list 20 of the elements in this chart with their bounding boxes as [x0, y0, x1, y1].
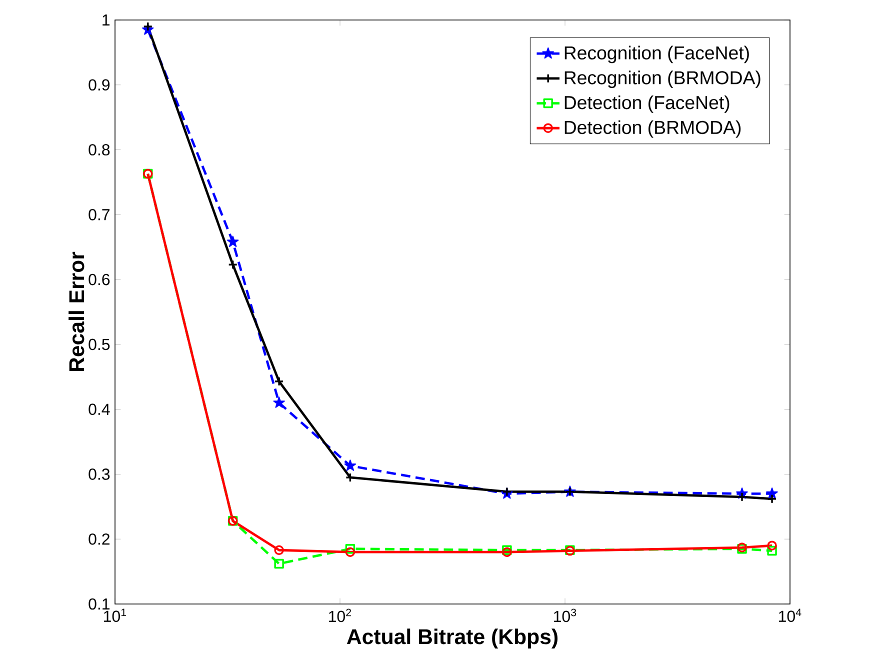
- y-tick-label: 0.5: [88, 338, 110, 350]
- legend-label: Recognition (BRMODA): [564, 70, 760, 88]
- x-tick-label: 10$^{3}$: [554, 608, 576, 622]
- x-tick-label: 10$^{1}$: [104, 608, 126, 622]
- legend-label: Recognition (FaceNet): [564, 46, 749, 64]
- y-tick-label: 0.7: [88, 209, 110, 220]
- y-tick-label: 0.9: [88, 79, 110, 91]
- legend-label: Detection (BRMODA): [564, 120, 741, 138]
- y-tick-label: 0.1: [88, 598, 110, 610]
- y-tick-label: 0.6: [88, 274, 110, 286]
- y-tick-label: 0.2: [88, 533, 110, 545]
- y-axis-title: Recall Error: [68, 252, 84, 372]
- y-tick-label: 1: [102, 14, 110, 26]
- y-tick-label: 0.8: [88, 144, 110, 156]
- x-tick-label: 10$^{4}$: [779, 608, 802, 622]
- x-tick-label: 10$^{2}$: [329, 608, 351, 622]
- x-axis-title: Actual Bitrate (Kbps): [346, 628, 558, 648]
- y-tick-label: 0.3: [88, 468, 110, 480]
- y-tick-label: 0.4: [88, 404, 110, 415]
- legend-label: Detection (FaceNet): [564, 95, 730, 113]
